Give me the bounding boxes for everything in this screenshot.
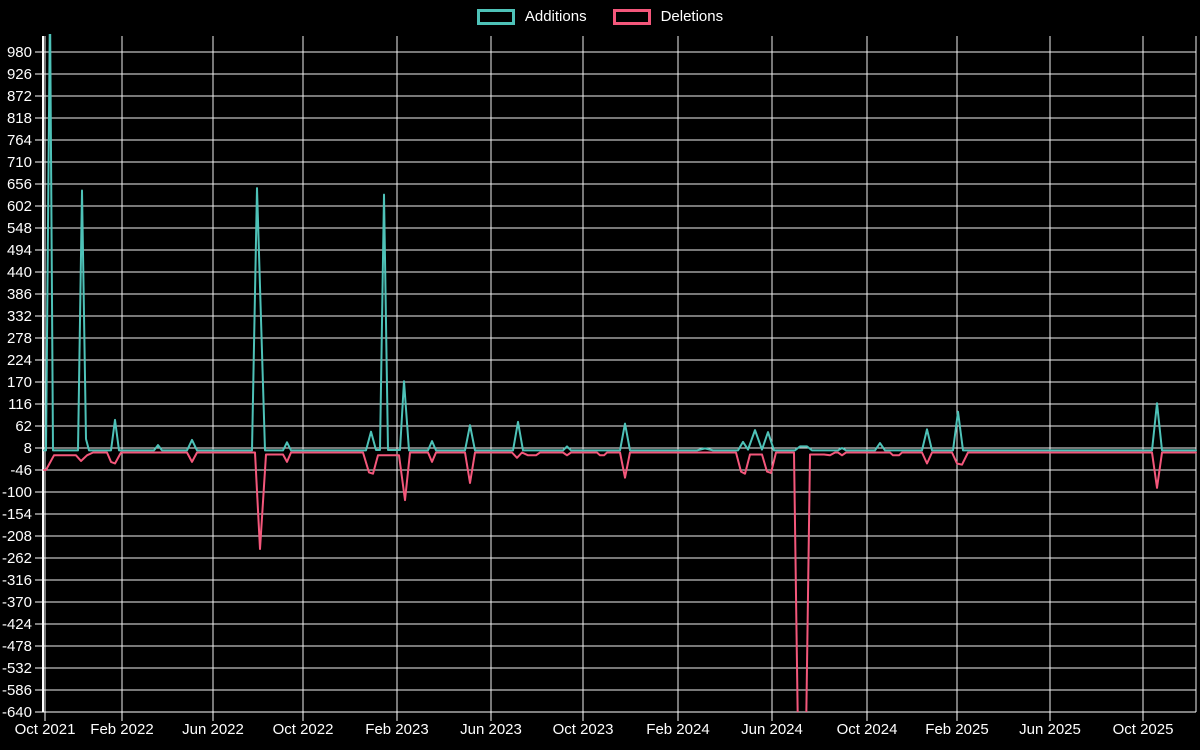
svg-text:-370: -370 bbox=[2, 594, 32, 611]
svg-text:926: 926 bbox=[7, 66, 32, 83]
svg-text:-424: -424 bbox=[2, 616, 32, 633]
svg-text:Jun 2025: Jun 2025 bbox=[1019, 721, 1081, 738]
svg-text:980: 980 bbox=[7, 44, 32, 61]
svg-text:-532: -532 bbox=[2, 660, 32, 677]
legend-item-deletions[interactable]: Deletions bbox=[612, 8, 724, 26]
svg-text:332: 332 bbox=[7, 308, 32, 325]
svg-text:Jun 2023: Jun 2023 bbox=[460, 721, 522, 738]
grid-lines bbox=[43, 36, 1197, 713]
additions-swatch-icon bbox=[476, 9, 515, 25]
svg-text:Oct 2021: Oct 2021 bbox=[15, 721, 76, 738]
svg-text:872: 872 bbox=[7, 88, 32, 105]
axes bbox=[35, 36, 1196, 721]
svg-text:-154: -154 bbox=[2, 506, 32, 523]
svg-text:494: 494 bbox=[7, 242, 32, 259]
svg-text:Feb 2022: Feb 2022 bbox=[90, 721, 153, 738]
svg-text:386: 386 bbox=[7, 286, 32, 303]
legend-label-deletions: Deletions bbox=[660, 8, 724, 25]
deletions-line bbox=[43, 451, 1197, 712]
svg-text:440: 440 bbox=[7, 264, 32, 281]
svg-text:818: 818 bbox=[7, 110, 32, 127]
svg-text:-316: -316 bbox=[2, 572, 32, 589]
svg-text:710: 710 bbox=[7, 154, 32, 171]
svg-text:-46: -46 bbox=[10, 462, 32, 479]
y-axis-labels: 980 926 872 818 764 710 656 602 548 494 440 386 332 2… bbox=[2, 44, 32, 721]
svg-text:Oct 2022: Oct 2022 bbox=[273, 721, 334, 738]
additions-line bbox=[43, 34, 1197, 452]
svg-text:-640: -640 bbox=[2, 704, 32, 721]
svg-text:Feb 2023: Feb 2023 bbox=[365, 721, 428, 738]
svg-text:278: 278 bbox=[7, 330, 32, 347]
svg-text:-208: -208 bbox=[2, 528, 32, 545]
svg-text:656: 656 bbox=[7, 176, 32, 193]
svg-text:548: 548 bbox=[7, 220, 32, 237]
svg-text:Jun 2022: Jun 2022 bbox=[182, 721, 244, 738]
svg-text:-100: -100 bbox=[2, 484, 32, 501]
svg-text:-586: -586 bbox=[2, 682, 32, 699]
svg-text:170: 170 bbox=[7, 374, 32, 391]
svg-text:602: 602 bbox=[7, 198, 32, 215]
legend-item-additions[interactable]: Additions bbox=[476, 8, 587, 26]
svg-text:62: 62 bbox=[15, 418, 32, 435]
svg-text:Feb 2025: Feb 2025 bbox=[925, 721, 988, 738]
svg-text:Feb 2024: Feb 2024 bbox=[646, 721, 709, 738]
svg-text:224: 224 bbox=[7, 352, 32, 369]
chart-legend: Additions Deletions bbox=[0, 8, 1200, 26]
svg-text:Oct 2023: Oct 2023 bbox=[553, 721, 614, 738]
legend-label-additions: Additions bbox=[524, 8, 587, 25]
svg-text:764: 764 bbox=[7, 132, 32, 149]
svg-text:-478: -478 bbox=[2, 638, 32, 655]
x-axis-labels: Oct 2021 Feb 2022 Jun 2022 Oct 2022 Feb 2023… bbox=[15, 721, 1174, 738]
svg-text:Oct 2024: Oct 2024 bbox=[837, 721, 898, 738]
deletions-swatch-icon bbox=[612, 9, 651, 25]
svg-text:8: 8 bbox=[24, 440, 32, 457]
svg-text:Oct 2025: Oct 2025 bbox=[1113, 721, 1174, 738]
svg-text:Jun 2024: Jun 2024 bbox=[741, 721, 803, 738]
svg-text:-262: -262 bbox=[2, 550, 32, 567]
svg-text:116: 116 bbox=[8, 396, 32, 413]
